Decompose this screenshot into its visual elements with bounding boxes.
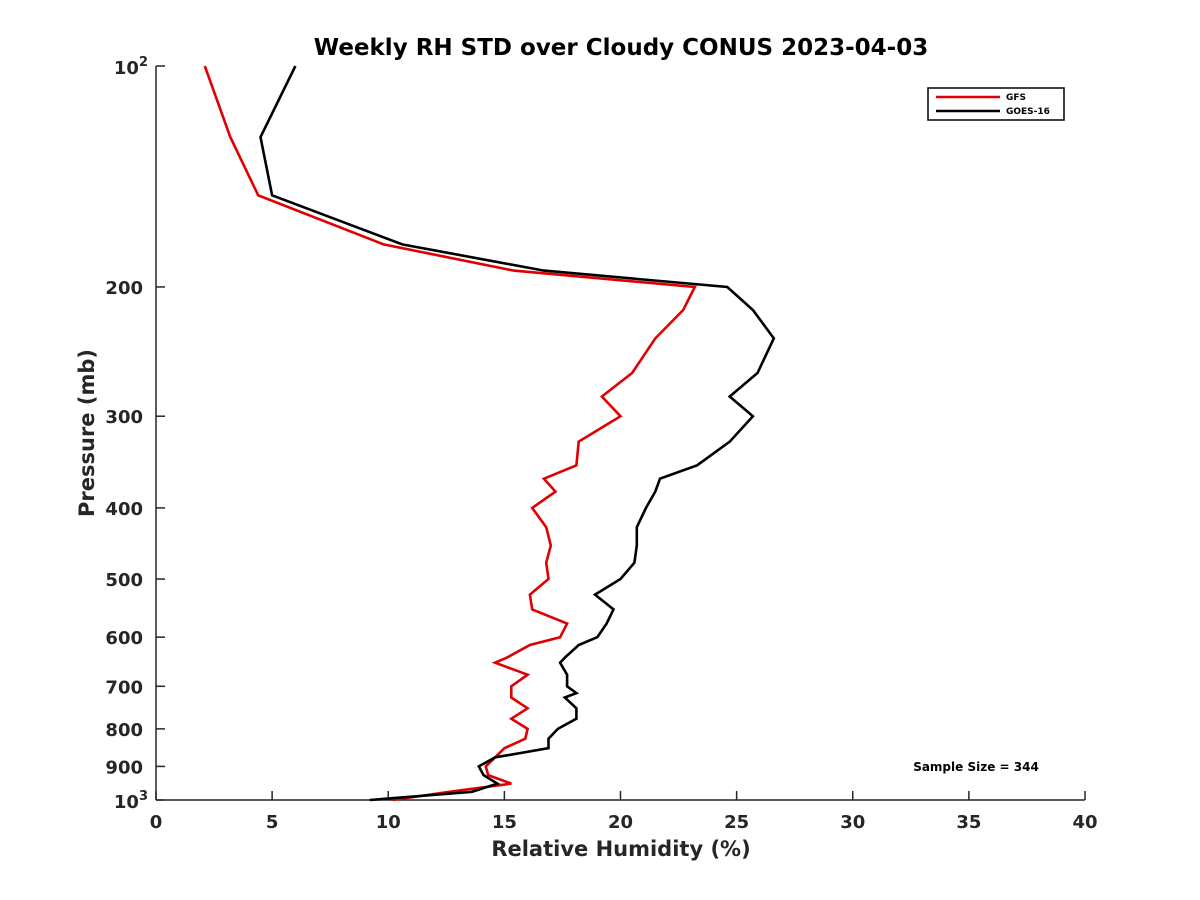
x-tick-label: 10	[376, 812, 401, 833]
x-tick-label: 20	[608, 812, 633, 833]
x-tick-label: 5	[266, 812, 279, 833]
legend-label: GFS	[1006, 93, 1026, 103]
x-axis-label: Relative Humidity (%)	[491, 837, 750, 861]
x-tick-label: 0	[150, 812, 163, 833]
y-tick-label: 800	[105, 720, 143, 741]
x-tick-label: 25	[724, 812, 749, 833]
y-tick-label: 300	[105, 407, 143, 428]
y-tick-label: 200	[105, 278, 143, 299]
sample-size-annotation: Sample Size = 344	[913, 760, 1039, 774]
x-tick-label: 15	[492, 812, 517, 833]
y-tick-label: 102	[114, 55, 148, 79]
y-tick-label: 700	[105, 677, 143, 698]
x-tick-label: 40	[1072, 812, 1097, 833]
x-tick-label: 30	[840, 812, 865, 833]
series-line-goes-16	[259, 65, 776, 802]
chart-title: Weekly RH STD over Cloudy CONUS 2023-04-…	[314, 35, 928, 61]
legend-label: GOES-16	[1006, 107, 1050, 117]
series-line-gfs	[203, 65, 697, 802]
y-tick-label: 600	[105, 628, 143, 649]
x-tick-label: 35	[956, 812, 981, 833]
y-tick-label: 900	[105, 757, 143, 778]
y-axis-label: Pressure (mb)	[75, 349, 99, 517]
y-tick-label: 400	[105, 499, 143, 520]
legend: GFS GOES-16	[927, 87, 1065, 121]
y-tick-label: 103	[114, 789, 148, 813]
legend-box	[927, 87, 1065, 121]
plot-area: 0 5 10 15 20 25 30 35 40 102 200 300 400 500 600 700 800…	[105, 55, 1097, 833]
y-tick-label: 500	[105, 570, 143, 591]
